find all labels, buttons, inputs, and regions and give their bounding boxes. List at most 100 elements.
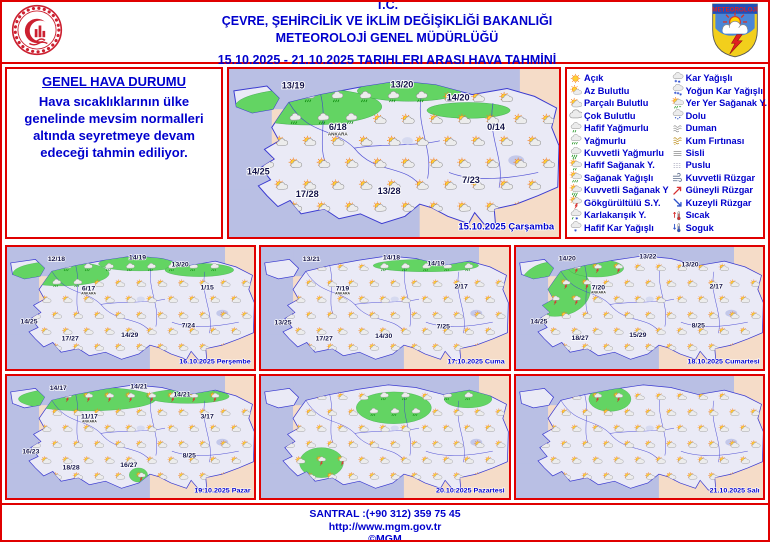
sun-icon [570,73,581,83]
weather-icon [464,263,474,272]
map-date-label: 15.10.2025 Çarşamba [458,222,554,233]
weather-icon [289,113,301,125]
weather-icon [209,456,220,464]
weather-icon [471,135,485,146]
weather-icon [591,424,603,432]
weather-icon [51,311,62,319]
legend-item-scattered: Yer Yer Sağanak Y. [671,96,767,109]
legend-item-label: Kuvvetli Rüzgar [685,172,756,183]
weather-icon [337,263,348,271]
weather-icon [570,456,581,464]
temperature-label: 13/20 [172,262,189,269]
weather-icon [337,392,348,400]
weather-icon [634,392,645,400]
temperature-label: 13/20 [390,79,413,89]
weather-icon [390,279,401,287]
footer: SANTRAL :(+90 312) 359 75 45 http://www.… [2,503,768,540]
weather-icon [73,279,83,288]
thermo_red-icon [672,211,681,221]
weather-icon [41,456,52,464]
weather-icon [330,135,345,146]
weather-icon [147,263,156,272]
legend-item-label: Dolu [685,110,707,121]
weather-icon [199,279,210,287]
city-label: ANKARA [591,290,606,294]
weather-icon [348,440,359,448]
temperature-label: 7/23 [462,175,480,185]
weather-icon [432,279,443,287]
footer-phone: SANTRAL :(+90 312) 359 75 45 [309,508,461,520]
weather-icon [199,408,210,416]
weather-icon [686,408,697,416]
weather-icon [220,279,231,287]
weather-icon [93,311,104,319]
weather-icon [316,157,331,168]
weather-icon [241,440,252,448]
weather-icon [241,279,252,287]
cloud-icon [569,109,582,119]
weather-icon [686,472,697,480]
weather-icon [442,295,454,303]
weather-icon [474,279,485,287]
weather-icon [83,424,94,432]
temperature-label: 3/17 [200,414,214,421]
scattered-icon [671,96,684,109]
weather-icon [665,408,676,416]
weather-icon [316,327,327,335]
weather-icon [421,327,432,335]
storm-icon [569,196,582,210]
legend-item-rain2: Yağmurlu [569,134,669,146]
weather-icon [83,391,93,403]
legend-item-label: Açık [584,73,604,84]
weather-icon [344,201,359,212]
temperature-label: 11/17 [81,414,98,421]
legend-item-label: Yağmurlu [584,135,626,146]
weather-icon [749,311,761,319]
weather-icon [485,201,499,212]
forecast-map-day7: 21.10.2025 Salı [515,376,763,498]
weather-icon [697,295,708,303]
legend-item-sun_cloud: Parçalı Bulutlu [569,97,669,109]
weather-icon [220,408,231,416]
weather-icon [135,279,147,287]
weather-icon [655,392,666,400]
temperature-label: 14/25 [20,319,37,326]
legend-item-fog: Sisli [671,147,767,159]
legend-item-label: Kum Fırtınası [685,135,745,146]
weather-icon [728,408,739,416]
weather-icon [93,440,104,448]
temperature-label: 7/20 [591,285,605,292]
weather-icon [125,456,136,464]
temperature-label: 17/27 [62,336,79,343]
shower3-icon [569,183,582,197]
footer-url-link[interactable]: http://www.mgm.gov.tr [328,520,442,533]
weather-icon [453,279,464,287]
weather-icon [358,295,369,303]
weather-icon [718,456,729,464]
weather-icon [612,391,623,403]
weather-icon [457,201,471,212]
map-date-label: 21.10.2025 Salı [709,488,759,495]
weather-icon [718,295,729,303]
forecast-map-panel-day3: 13/21 14/18 14/19 7/19 ANKARA 2/17 13/25 17/27 1… [259,245,511,371]
legend-item-label: Çok Bulutlu [584,110,636,121]
weather-icon [513,113,527,124]
legend-item-thermo_red: Sıcak [671,209,767,221]
precipitation-zone [356,391,432,424]
weather-icon [560,311,571,319]
weather-icon [676,456,687,464]
weather-icon [464,456,475,464]
weather-icon [422,263,432,272]
weather-icon [485,157,499,168]
temperature-label: 14/25 [247,166,270,176]
weather-icon [655,263,666,271]
weather-icon [697,424,708,432]
weather-icon [412,408,421,417]
weather-icon [369,343,380,351]
temperature-label: 13/21 [303,256,320,263]
weather-icon [644,440,655,448]
weather-icon [411,311,422,319]
weather-icon [495,311,506,319]
weather-icon [623,279,634,287]
